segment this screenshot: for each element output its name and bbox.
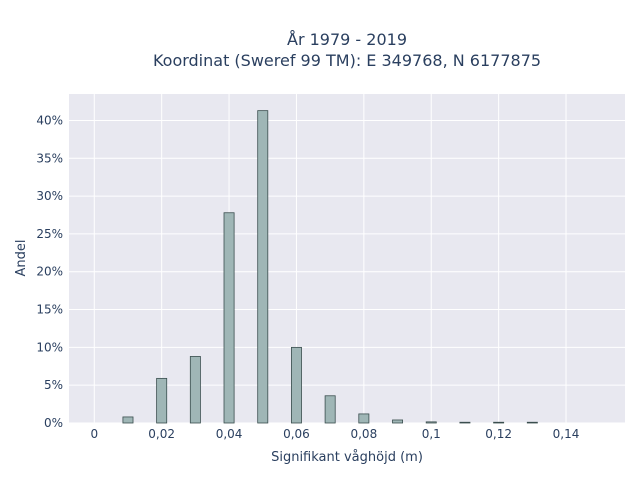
- bar: [392, 419, 403, 424]
- y-tick-label: 35%: [36, 151, 63, 165]
- bar: [358, 413, 370, 424]
- y-axis-ticks: 0% 5% 10% 15% 20% 25% 30% 35% 40%: [36, 113, 63, 430]
- bars: [122, 110, 538, 424]
- y-tick-label: 15%: [36, 303, 63, 317]
- y-tick-label: 25%: [36, 227, 63, 241]
- bar: [526, 421, 538, 424]
- y-tick-label: 40%: [36, 113, 63, 127]
- y-axis-title: Andel: [14, 240, 29, 277]
- bar: [257, 110, 269, 424]
- x-tick-label: 0,14: [553, 427, 580, 441]
- bar: [459, 421, 471, 424]
- y-tick-label: 0%: [44, 416, 63, 430]
- bar: [156, 377, 168, 424]
- x-tick-label: 0,02: [148, 427, 175, 441]
- y-tick-label: 10%: [36, 340, 63, 354]
- bar: [122, 416, 134, 424]
- grid: [69, 94, 625, 424]
- chart-title-line1: År 1979 - 2019: [287, 30, 407, 49]
- x-tick-label: 0,04: [216, 427, 243, 441]
- bar: [425, 421, 437, 424]
- x-tick-label: 0,06: [283, 427, 310, 441]
- bar: [493, 421, 505, 424]
- x-tick-label: 0,08: [350, 427, 377, 441]
- chart-title-line2: Koordinat (Sweref 99 TM): E 349768, N 61…: [153, 51, 541, 70]
- x-axis-title: Signifikant våghöjd (m): [271, 450, 423, 465]
- y-tick-label: 30%: [36, 189, 63, 203]
- x-tick-label: 0,12: [485, 427, 512, 441]
- x-axis-ticks: 0 0,02 0,04 0,06 0,08 0,1 0,12 0,14: [90, 427, 579, 441]
- x-tick-label: 0: [90, 427, 98, 441]
- x-tick-label: 0,1: [422, 427, 441, 441]
- bar: [189, 356, 201, 424]
- bar: [290, 346, 302, 424]
- plot-area: [69, 94, 625, 423]
- bar: [223, 212, 235, 424]
- y-tick-label: 20%: [36, 265, 63, 279]
- y-tick-label: 5%: [44, 378, 63, 392]
- bar: [324, 395, 336, 424]
